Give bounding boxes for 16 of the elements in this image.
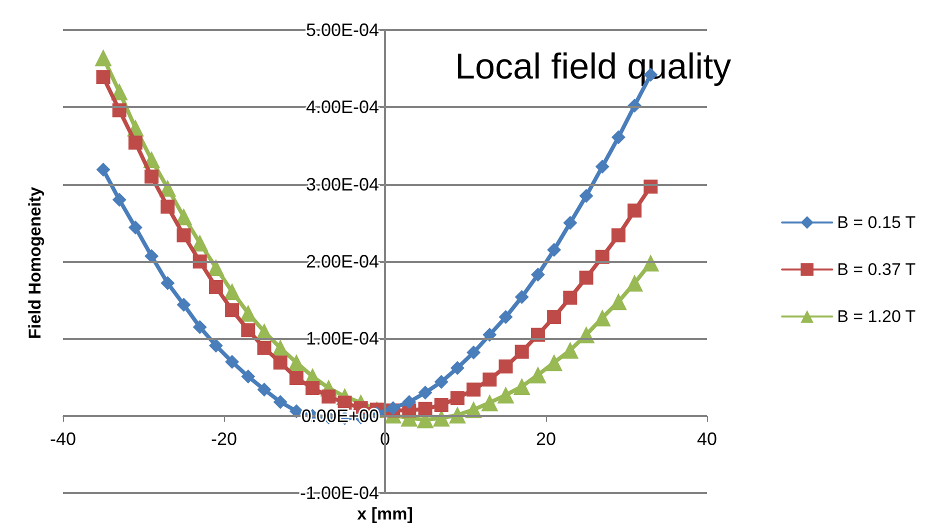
y-tick-label: 4.00E-04	[306, 97, 379, 118]
y-tick-label: 5.00E-04	[306, 20, 379, 40]
x-tick-label: -20	[210, 428, 238, 449]
y-axis-title: Field Homogeneity	[26, 186, 44, 340]
x-axis-title: x [mm]	[357, 504, 413, 524]
legend-label: B = 1.20 T	[837, 307, 916, 326]
x-tick-label: 20	[536, 428, 556, 449]
legend-label: B = 0.37 T	[837, 260, 916, 279]
y-tick-label: 1.00E-04	[306, 328, 379, 349]
y-tick-label: -1.00E-04	[300, 483, 379, 503]
legend-label: B = 0.15 T	[837, 213, 916, 232]
x-tick-label: 40	[696, 428, 718, 449]
x-tick-label: -40	[50, 428, 76, 449]
y-tick-label: 3.00E-04	[306, 174, 379, 194]
y-tick-label: 2.00E-04	[306, 252, 379, 272]
text: Local field quality	[455, 46, 732, 86]
